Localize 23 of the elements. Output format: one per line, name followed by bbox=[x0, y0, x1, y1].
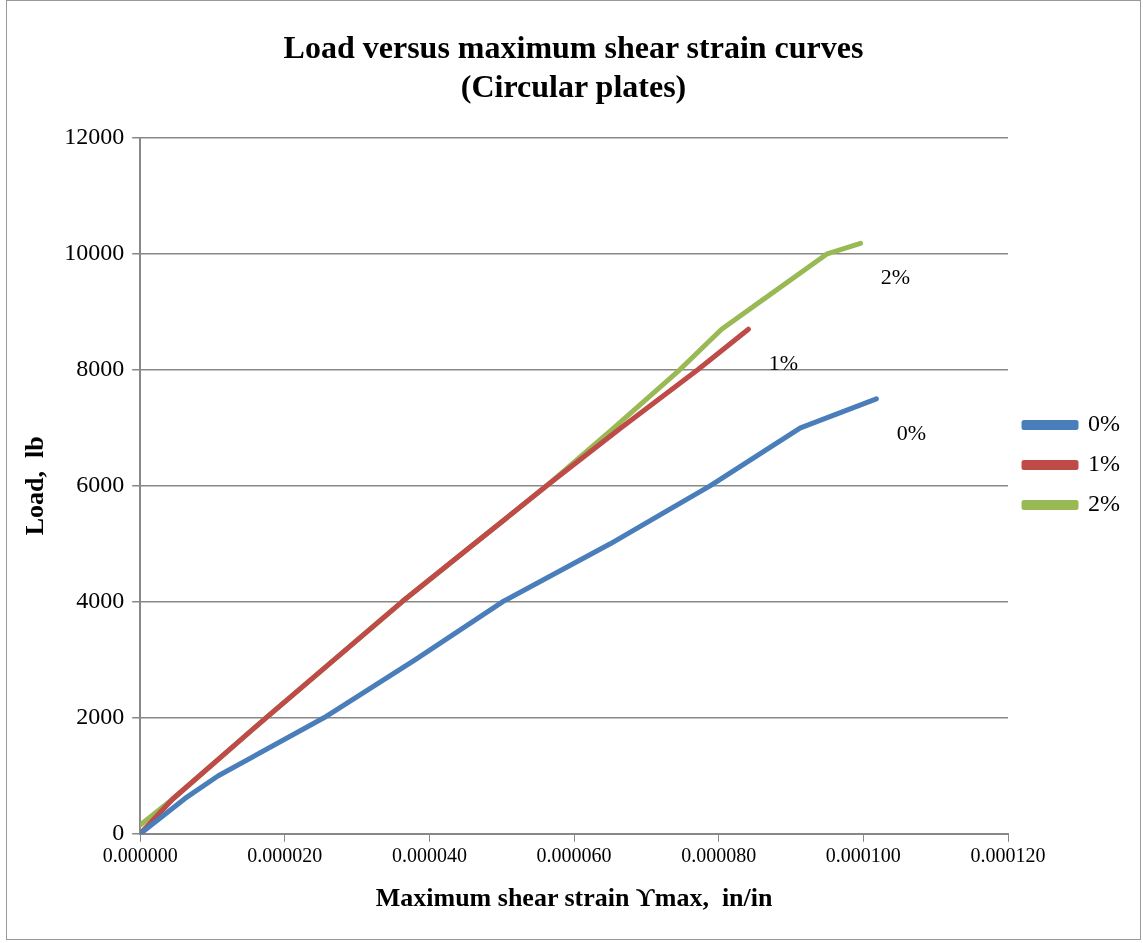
annotation: 1% bbox=[768, 349, 799, 375]
y-tick-label: 2000 bbox=[76, 703, 125, 730]
y-tick-label: 4000 bbox=[76, 587, 125, 614]
legend-label: 0% bbox=[1088, 410, 1121, 437]
y-tick-label: 12000 bbox=[64, 123, 125, 150]
x-tick-label: 0.000060 bbox=[536, 844, 612, 867]
x-tick-label: 0.000020 bbox=[247, 844, 323, 867]
y-tick-label: 8000 bbox=[76, 355, 125, 382]
x-tick-label: 0.000100 bbox=[825, 844, 901, 867]
x-axis-title: Maximum shear strain ϒmax, in/in bbox=[375, 883, 774, 913]
legend-label: 2% bbox=[1088, 490, 1121, 517]
annotation: 0% bbox=[896, 419, 927, 445]
y-tick-label: 6000 bbox=[76, 471, 125, 498]
y-axis-title: Load, lb bbox=[20, 436, 50, 536]
chart-title: Load versus maximum shear strain curves (Circular plates) bbox=[283, 29, 864, 104]
legend-label: 1% bbox=[1088, 450, 1121, 477]
y-tick-label: 10000 bbox=[64, 239, 125, 266]
y-tick-label: 0 bbox=[112, 819, 125, 846]
x-tick-label: 0.000080 bbox=[681, 844, 757, 867]
x-tick-label: 0.000000 bbox=[102, 844, 178, 867]
x-tick-label: 0.000040 bbox=[391, 844, 467, 867]
annotation: 2% bbox=[880, 264, 911, 290]
x-tick-label: 0.000120 bbox=[970, 844, 1046, 867]
